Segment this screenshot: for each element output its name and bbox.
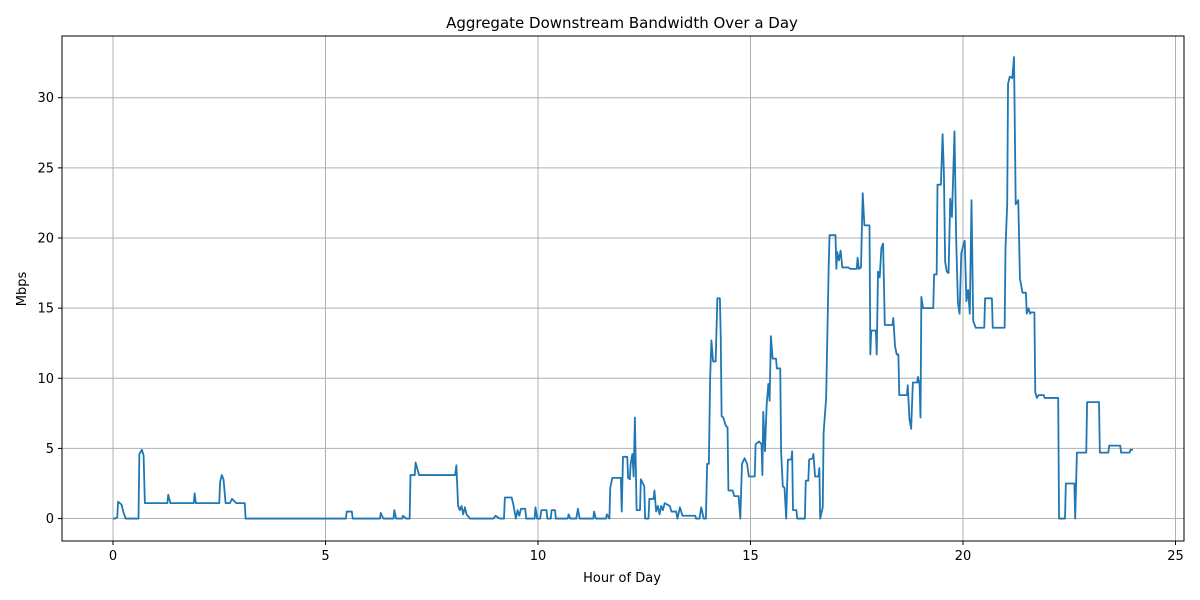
- x-tick-label: 5: [321, 549, 329, 564]
- x-axis-label: Hour of Day: [583, 571, 661, 586]
- series-layer: [113, 56, 1133, 520]
- y-axis-label: Mbps: [15, 272, 30, 307]
- y-tick-label: 15: [37, 302, 54, 317]
- y-tick-label: 5: [46, 442, 54, 457]
- x-tick-label: 10: [530, 549, 547, 564]
- x-tick-label: 25: [1167, 549, 1184, 564]
- bandwidth-line: [113, 56, 1133, 520]
- y-tick-label: 25: [37, 161, 54, 176]
- x-tick-label: 0: [109, 549, 117, 564]
- y-tick-label: 30: [37, 91, 54, 106]
- y-tick-label: 20: [37, 232, 54, 247]
- chart-title: Aggregate Downstream Bandwidth Over a Da…: [446, 14, 798, 32]
- axis-ticks: 0 5 10 15 20 25 0 5 10 15 20 25 30: [37, 91, 1183, 564]
- plot-frame: [61, 35, 1185, 542]
- x-tick-label: 15: [742, 549, 759, 564]
- x-tick-label: 20: [955, 549, 972, 564]
- y-tick-label: 10: [37, 372, 54, 387]
- y-tick-label: 0: [46, 512, 54, 527]
